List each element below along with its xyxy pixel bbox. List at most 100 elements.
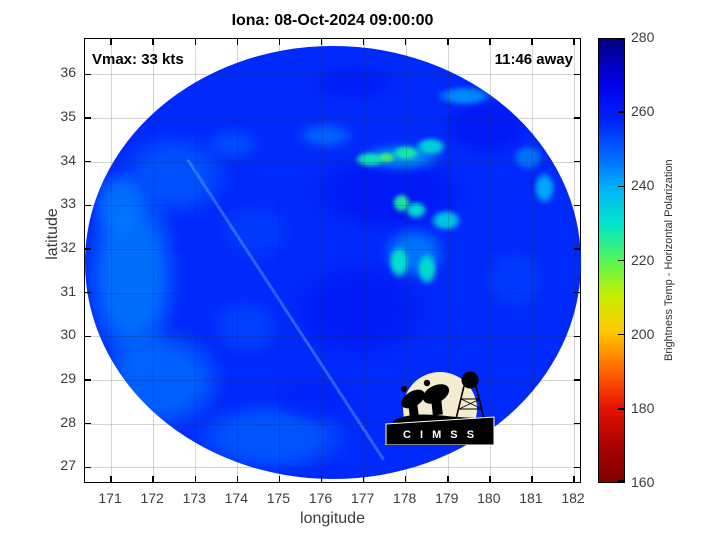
y-gridline <box>85 292 580 294</box>
y-tick-label: 33 <box>60 195 76 212</box>
y-gridline <box>85 336 580 338</box>
swath-feature <box>348 148 391 171</box>
y-tick-label: 32 <box>60 239 76 256</box>
y-tick-label: 29 <box>60 370 76 387</box>
eta-annotation: 11:46 away <box>494 51 573 68</box>
swath-feature <box>506 139 549 175</box>
y-gridline <box>85 423 580 425</box>
x-gridline <box>363 39 365 482</box>
swath-feature <box>409 134 452 159</box>
x-tick <box>362 476 365 482</box>
x-tick <box>531 39 533 45</box>
swath-feature <box>254 362 381 433</box>
x-tick-label: 181 <box>519 490 543 506</box>
chart-title: Iona: 08-Oct-2024 09:00:00 <box>231 12 434 29</box>
y-tick-label: 36 <box>60 64 76 81</box>
x-tick <box>278 39 281 45</box>
x-tick-label: 179 <box>435 490 459 506</box>
y-tick-label: 31 <box>60 282 76 299</box>
colorbar-tick-label: 260 <box>631 103 655 120</box>
y-tick <box>85 466 91 469</box>
y-tick <box>574 379 580 381</box>
swath-feature <box>529 166 560 210</box>
swath-feature <box>424 206 467 236</box>
x-gridline <box>574 39 575 482</box>
swath-feature <box>385 240 414 284</box>
y-tick <box>574 248 580 250</box>
y-tick <box>574 291 580 294</box>
y-tick <box>85 422 91 425</box>
x-tick <box>447 39 449 45</box>
y-tick <box>574 422 580 425</box>
swath-feature <box>279 135 499 250</box>
x-tick-label: 172 <box>140 490 164 506</box>
swath-feature <box>372 218 457 289</box>
y-tick <box>574 117 580 119</box>
colorbar-tick-label: 220 <box>631 251 655 268</box>
y-tick <box>574 204 580 207</box>
colorbar-tick-label: 200 <box>631 325 655 342</box>
x-tick <box>573 476 575 482</box>
x-gridline <box>321 39 323 482</box>
x-tick <box>447 476 449 482</box>
x-tick <box>110 476 112 482</box>
x-tick <box>110 39 112 45</box>
cimss-logo: C I M S S <box>385 371 495 445</box>
x-tick <box>404 476 407 482</box>
y-gridline <box>85 74 580 76</box>
satellite-swath <box>85 45 581 480</box>
y-tick <box>574 160 580 163</box>
x-gridline <box>153 39 155 482</box>
x-gridline <box>111 39 113 482</box>
logo-banner <box>385 416 495 445</box>
y-tick <box>85 379 91 381</box>
x-tick <box>152 39 154 45</box>
y-tick <box>85 291 91 294</box>
swath-feature <box>292 56 419 110</box>
swath-feature <box>412 246 441 291</box>
y-tick <box>85 204 91 207</box>
y-gridline <box>85 161 580 163</box>
x-tick <box>320 39 323 45</box>
y-tick-label: 35 <box>60 108 76 125</box>
x-tick <box>489 39 491 45</box>
swath-feature <box>262 240 457 381</box>
colorbar-tick <box>618 38 624 40</box>
x-tick <box>404 39 407 45</box>
y-tick <box>574 335 580 338</box>
x-tick-label: 177 <box>350 490 375 506</box>
y-gridline <box>85 380 580 382</box>
x-tick <box>489 476 491 482</box>
x-tick-label: 175 <box>266 490 291 506</box>
y-gridline <box>85 118 580 120</box>
x-gridline <box>531 39 533 482</box>
swath-feature <box>195 122 271 167</box>
colorbar-tick-label: 240 <box>631 177 655 194</box>
vmax-annotation: Vmax: 33 kts <box>92 51 184 68</box>
y-tick <box>85 73 91 76</box>
colorbar-tick <box>618 259 624 262</box>
x-tick-label: 173 <box>182 490 206 506</box>
colorbar-tick <box>618 480 624 482</box>
colorbar-tick <box>618 111 624 113</box>
x-tick <box>362 39 365 45</box>
x-tick <box>152 476 154 482</box>
x-gridline <box>195 39 197 482</box>
colorbar-tick-label: 180 <box>631 399 655 416</box>
x-gridline <box>279 39 281 482</box>
x-tick <box>531 476 533 482</box>
x-tick <box>278 476 281 482</box>
y-tick <box>85 335 91 338</box>
colorbar-tick <box>618 408 624 410</box>
swath-feature <box>388 190 415 217</box>
y-tick <box>574 73 580 76</box>
x-gridline <box>237 39 239 482</box>
colorbar-tick-label: 160 <box>631 474 655 490</box>
x-tick-label: 178 <box>392 490 417 506</box>
y-tick-label: 30 <box>60 326 76 343</box>
x-tick-label: 176 <box>308 490 333 506</box>
colorbar-tick-label: 280 <box>631 29 655 45</box>
plot-area <box>84 38 581 483</box>
y-gridline <box>85 467 580 469</box>
